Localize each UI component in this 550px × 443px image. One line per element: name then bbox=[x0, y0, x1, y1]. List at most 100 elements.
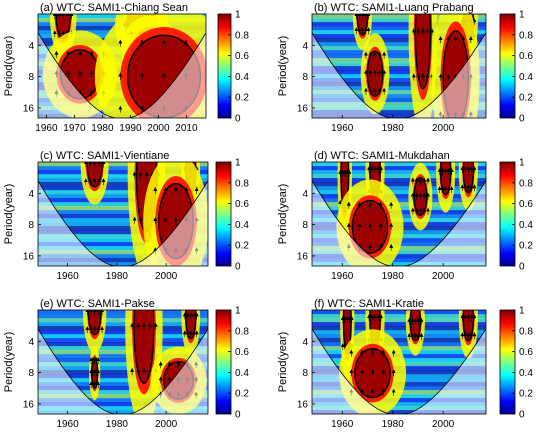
coherence-band bbox=[312, 334, 486, 339]
coherence-band bbox=[38, 186, 208, 191]
significant-contour bbox=[414, 14, 432, 90]
coherence-band bbox=[312, 38, 486, 43]
coherence-band bbox=[312, 74, 486, 79]
coherence-band bbox=[312, 62, 486, 67]
y-tick-label: 8 bbox=[302, 220, 308, 231]
panel-f: (f) WTC: SAMI1-Kratie Period(year) 4 8 16 196… bbox=[277, 298, 533, 430]
y-axis-label: Period(year) bbox=[277, 184, 289, 245]
colorbar bbox=[215, 161, 232, 267]
y-tick-label: 16 bbox=[23, 399, 35, 410]
coherence-band bbox=[38, 222, 208, 227]
coherence-band bbox=[312, 254, 486, 259]
panel-a: (a) WTC: SAMI1-Chiang Sean Period(year) 4 8… bbox=[3, 2, 249, 134]
coherence-band bbox=[312, 186, 486, 191]
coherence-band bbox=[312, 82, 486, 87]
coherence-band bbox=[38, 206, 208, 211]
cone-of-influence-line bbox=[38, 32, 206, 118]
colorbar-tick-label: 0.4 bbox=[519, 220, 533, 231]
coherence-band bbox=[38, 398, 208, 403]
coherence-band bbox=[38, 346, 208, 351]
x-tick-label: 1960 bbox=[331, 419, 354, 430]
colorbar-tick-label: 0.6 bbox=[519, 199, 533, 210]
coherence-band bbox=[38, 386, 208, 391]
coherence-band bbox=[38, 410, 208, 414]
coherence-band bbox=[312, 86, 486, 91]
panel-d: (d) WTC: SAMI1-Mukdahan Period(year) 4 8 16 1… bbox=[277, 150, 533, 282]
colorbar-tick-label: 0.4 bbox=[235, 72, 249, 83]
colorbar-tick-label: 0.6 bbox=[519, 347, 533, 358]
coherence-band bbox=[38, 382, 208, 387]
coherence-band bbox=[38, 194, 208, 199]
colorbar-tick-label: 0.2 bbox=[235, 93, 249, 104]
coherence-band bbox=[312, 66, 486, 71]
colorbar-tick-label: 1 bbox=[519, 306, 525, 317]
colorbar-tick-label: 0.2 bbox=[519, 93, 533, 104]
coherence-band bbox=[312, 42, 486, 47]
colorbar-tick-label: 0 bbox=[235, 114, 241, 125]
y-axis-label: Period(year) bbox=[3, 36, 15, 97]
coherence-band bbox=[38, 238, 208, 243]
coherence-band bbox=[312, 58, 486, 63]
y-tick-label: 4 bbox=[302, 337, 308, 348]
coherence-band bbox=[38, 330, 208, 335]
cone-of-influence-shade bbox=[312, 310, 486, 414]
coherence-band bbox=[312, 98, 486, 103]
x-tick-label: 1980 bbox=[106, 271, 129, 282]
cone-of-influence-line bbox=[312, 32, 486, 118]
y-tick-label: 16 bbox=[297, 103, 309, 114]
coherence-band bbox=[38, 250, 208, 255]
coherence-band bbox=[38, 322, 208, 327]
y-tick-label: 4 bbox=[302, 189, 308, 200]
coherence-band bbox=[312, 102, 486, 107]
coherence-band bbox=[38, 374, 208, 379]
colorbar bbox=[499, 161, 516, 267]
y-tick-label: 8 bbox=[302, 368, 308, 379]
x-tick-label: 2000 bbox=[432, 419, 455, 430]
coherence-band bbox=[38, 394, 208, 399]
coherence-band bbox=[38, 258, 208, 263]
panel-title: (b) WTC: SAMI1-Luang Prabang bbox=[314, 2, 474, 14]
y-tick-label: 4 bbox=[28, 189, 34, 200]
coherence-band bbox=[312, 250, 486, 255]
coherence-band bbox=[38, 178, 208, 183]
coherence-band bbox=[38, 210, 208, 215]
coherence-band bbox=[38, 358, 208, 363]
colorbar bbox=[217, 13, 232, 119]
coherence-band bbox=[312, 326, 486, 331]
coherence-band bbox=[312, 322, 486, 327]
coherence-band bbox=[312, 258, 486, 263]
coherence-band bbox=[38, 170, 208, 175]
colorbar-tick-label: 1 bbox=[519, 10, 525, 21]
colorbar-tick-label: 0.4 bbox=[235, 220, 249, 231]
y-tick-label: 4 bbox=[28, 41, 34, 52]
coherence-band bbox=[312, 170, 486, 175]
coherence-band bbox=[312, 110, 486, 115]
cone-of-influence-shade bbox=[312, 14, 486, 118]
coherence-band bbox=[38, 246, 208, 251]
colorbar-tick-label: 0.6 bbox=[235, 199, 249, 210]
y-tick-label: 16 bbox=[297, 399, 309, 410]
x-tick-label: 1980 bbox=[382, 123, 405, 134]
colorbar-tick-label: 0 bbox=[519, 262, 525, 273]
coherence-band bbox=[38, 326, 208, 331]
plot-area bbox=[312, 162, 486, 266]
significant-contour bbox=[133, 310, 155, 384]
panel-title: (f) WTC: SAMI1-Kratie bbox=[314, 298, 424, 310]
coherence-band bbox=[312, 182, 486, 187]
colorbar-tick-label: 0.6 bbox=[235, 51, 249, 62]
coherence-band bbox=[312, 70, 486, 75]
coherence-band bbox=[312, 190, 486, 195]
y-axis-label: Period(year) bbox=[3, 332, 15, 393]
colorbar-tick-label: 0.4 bbox=[519, 72, 533, 83]
coherence-band bbox=[38, 314, 208, 319]
x-tick-label: 2000 bbox=[155, 271, 178, 282]
colorbar-tick-label: 0 bbox=[519, 410, 525, 421]
coherence-band bbox=[38, 226, 208, 231]
plot-area bbox=[38, 310, 208, 414]
coherence-band bbox=[38, 350, 208, 355]
y-tick-label: 8 bbox=[28, 368, 34, 379]
coherence-band bbox=[312, 262, 486, 266]
colorbar bbox=[215, 309, 232, 415]
x-tick-label: 2000 bbox=[432, 271, 455, 282]
coherence-band bbox=[312, 22, 486, 27]
